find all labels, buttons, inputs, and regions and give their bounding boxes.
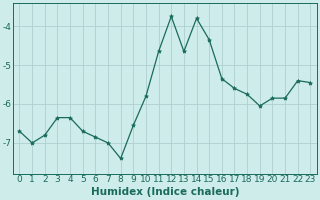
X-axis label: Humidex (Indice chaleur): Humidex (Indice chaleur) bbox=[91, 187, 239, 197]
